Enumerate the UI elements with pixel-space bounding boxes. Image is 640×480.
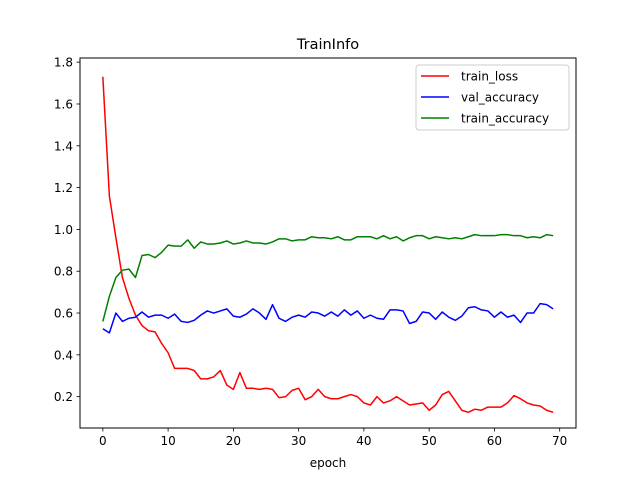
x-tick-label: 20 [226,434,241,448]
chart-title: TrainInfo [296,37,359,53]
legend: train_loss val_accuracy train_accuracy [415,64,570,131]
legend-label: val_accuracy [461,91,539,105]
y-tick-label: 1.6 [54,97,73,111]
y-tick-label: 0.8 [54,265,73,279]
y-tick-label: 0.2 [54,390,73,404]
y-tick-label: 1.0 [54,223,73,237]
y-tick-label: 1.8 [54,56,73,70]
y-tick-label: 1.4 [54,139,73,153]
series-layer [102,76,554,414]
y-axis: 0.2 0.4 0.6 0.8 1.0 1.2 1.4 1.6 1.8 [54,56,80,404]
y-tick-label: 1.2 [54,181,73,195]
legend-label: train_accuracy [461,112,549,126]
series-line-train-accuracy [102,233,554,322]
x-tick-label: 10 [160,434,175,448]
x-tick-label: 30 [291,434,306,448]
y-tick-label: 0.4 [54,348,73,362]
y-tick-label: 0.6 [54,307,73,321]
series-line-val-accuracy [102,302,554,334]
legend-box [415,64,570,131]
x-tick-label: 0 [99,434,107,448]
x-tick-label: 60 [487,434,502,448]
x-tick-label: 70 [552,434,567,448]
series-line-train-loss [102,76,554,414]
x-axis-label: epoch [310,456,347,470]
plot-frame [79,57,577,429]
x-tick-label: 40 [356,434,371,448]
x-axis: 0 10 20 30 40 50 60 70 [99,428,567,448]
x-tick-label: 50 [422,434,437,448]
legend-label: train_loss [461,70,518,84]
